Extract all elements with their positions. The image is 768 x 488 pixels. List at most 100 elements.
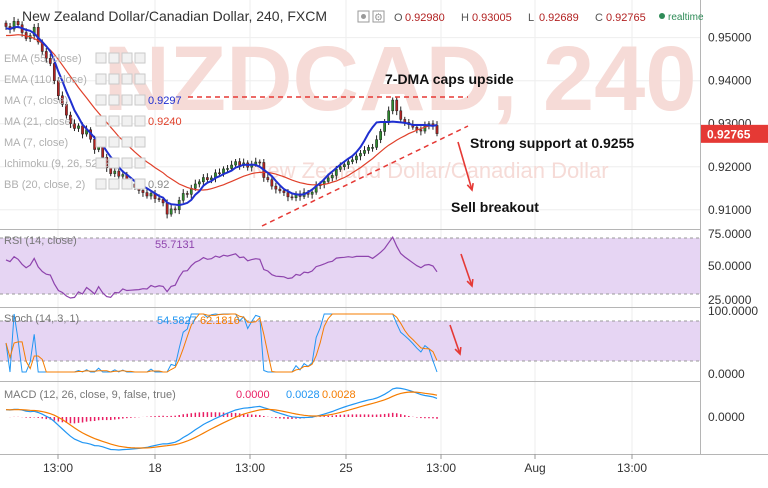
price-pane[interactable] xyxy=(4,17,439,219)
candle xyxy=(435,125,439,134)
candle xyxy=(202,177,205,183)
eye-icon[interactable] xyxy=(95,73,107,85)
pane-label[interactable]: Stoch (14, 3, 1) xyxy=(4,313,79,325)
indicator-label[interactable]: Ichimoku (9, 26, 52, 26) xyxy=(4,158,120,170)
rsi-pane[interactable]: RSI (14, close) 75.0000 50.0000 25.0000 55.7… xyxy=(0,227,752,307)
candle xyxy=(36,27,40,43)
candle xyxy=(77,125,80,129)
close-icon[interactable] xyxy=(134,115,146,127)
candle xyxy=(157,198,161,200)
pane-label[interactable]: RSI (14, close) xyxy=(4,235,77,247)
gear-icon[interactable] xyxy=(108,94,120,106)
eye-icon[interactable] xyxy=(95,157,107,169)
macd-pane[interactable]: MACD (12, 26, close, 9, false, true) 0.00… xyxy=(4,387,745,451)
plus-icon[interactable] xyxy=(121,157,133,169)
indicator-label[interactable]: EMA (55, close) xyxy=(4,53,82,65)
indicator-label[interactable]: MA (7, close) xyxy=(4,137,68,149)
gear-icon[interactable] xyxy=(108,52,120,64)
plus-icon[interactable] xyxy=(121,178,133,190)
stoch-k-value: 54.5827 xyxy=(157,315,197,327)
time-axis[interactable]: 13:00 18 13:00 25 13:00 Aug 13:00 xyxy=(43,454,647,475)
down-arrow-icon xyxy=(449,324,462,356)
eye-icon[interactable] xyxy=(357,10,370,23)
plus-icon[interactable] xyxy=(121,136,133,148)
candle xyxy=(93,138,96,150)
candle xyxy=(347,161,350,165)
indicator-label[interactable]: EMA (110, close) xyxy=(4,74,87,86)
candle xyxy=(169,208,173,215)
symbol-title[interactable]: New Zealand Dollar/Canadian Dollar, 240,… xyxy=(22,8,327,24)
price-tick-label: 0.95000 xyxy=(708,31,752,45)
pane-tick-label: 0.0000 xyxy=(708,410,745,424)
indicator-label[interactable]: BB (20, close, 2) xyxy=(4,179,85,191)
plus-icon[interactable] xyxy=(121,115,133,127)
close-icon[interactable] xyxy=(134,52,146,64)
pane-tick-label: 50.0000 xyxy=(708,259,752,273)
candle xyxy=(326,177,330,182)
plus-icon[interactable] xyxy=(121,94,133,106)
watermark-subtitle: New Zealand Dollar/Canadian Dollar xyxy=(251,158,608,183)
candle xyxy=(173,208,177,211)
candle xyxy=(334,169,338,176)
price-axis[interactable]: 0.950000.940000.930000.920000.910000.927… xyxy=(701,31,768,217)
pane-tick-label: 100.0000 xyxy=(708,304,758,318)
candle xyxy=(69,114,72,124)
gear-glyph: ⚙ xyxy=(374,13,383,24)
pane-tick-label: 25.0000 xyxy=(708,293,752,307)
candle xyxy=(351,159,354,162)
gear-icon[interactable] xyxy=(108,115,120,127)
close-icon[interactable] xyxy=(134,94,146,106)
overbought-oversold-band xyxy=(0,321,700,361)
candle xyxy=(383,122,386,132)
ohlc-value: 0.92689 xyxy=(539,12,579,24)
eye-icon[interactable] xyxy=(95,178,107,190)
annotations: 7-DMA caps upside Strong support at 0.925… xyxy=(188,71,634,356)
candle xyxy=(161,199,165,204)
realtime-label: realtime xyxy=(668,12,704,23)
stoch-pane[interactable]: Stoch (14, 3, 1) 100.0000 0.0000 54.5827 62.… xyxy=(0,304,758,381)
close-icon[interactable] xyxy=(134,157,146,169)
indicator-label[interactable]: MA (7, close) xyxy=(4,95,68,107)
time-tick-label: 18 xyxy=(148,461,162,475)
macd-signal-line xyxy=(5,391,438,449)
candle xyxy=(65,104,68,116)
gear-icon[interactable] xyxy=(108,136,120,148)
pane-label[interactable]: MACD (12, 26, close, 9, false, true) xyxy=(4,389,176,401)
gear-icon[interactable] xyxy=(108,157,120,169)
candle xyxy=(218,172,221,175)
eye-icon[interactable] xyxy=(95,94,107,106)
price-tick-label: 0.92000 xyxy=(708,160,752,174)
plus-icon[interactable] xyxy=(121,73,133,85)
ohlc-value: 0.92980 xyxy=(405,12,445,24)
candle xyxy=(165,202,169,215)
macd-value: 0.0028 xyxy=(286,389,320,401)
plus-icon[interactable] xyxy=(121,52,133,64)
indicator-label[interactable]: MA (21, close) xyxy=(4,116,74,128)
price-tick-label: 0.94000 xyxy=(708,74,752,88)
candle xyxy=(181,193,185,201)
candle xyxy=(210,177,213,180)
candle xyxy=(206,177,209,180)
pane-tick-label: 0.0000 xyxy=(708,367,745,381)
close-icon[interactable] xyxy=(134,178,146,190)
candle xyxy=(310,191,314,195)
eye-icon[interactable] xyxy=(95,115,107,127)
candle xyxy=(61,95,64,105)
eye-icon[interactable] xyxy=(95,136,107,148)
annotation-caps: 7-DMA caps upside xyxy=(385,71,514,87)
candle xyxy=(197,181,201,185)
gear-icon[interactable] xyxy=(372,10,385,23)
candle xyxy=(274,185,278,190)
candle xyxy=(12,21,16,30)
close-icon[interactable] xyxy=(134,73,146,85)
annotation-sell: Sell breakout xyxy=(451,199,539,215)
gear-icon[interactable] xyxy=(108,178,120,190)
eye-icon[interactable] xyxy=(95,52,107,64)
indicator-value: 0.92 xyxy=(148,179,169,191)
candle xyxy=(149,193,153,197)
candle xyxy=(141,190,145,193)
gear-icon[interactable] xyxy=(108,73,120,85)
close-icon[interactable] xyxy=(134,136,146,148)
candle xyxy=(44,51,48,59)
